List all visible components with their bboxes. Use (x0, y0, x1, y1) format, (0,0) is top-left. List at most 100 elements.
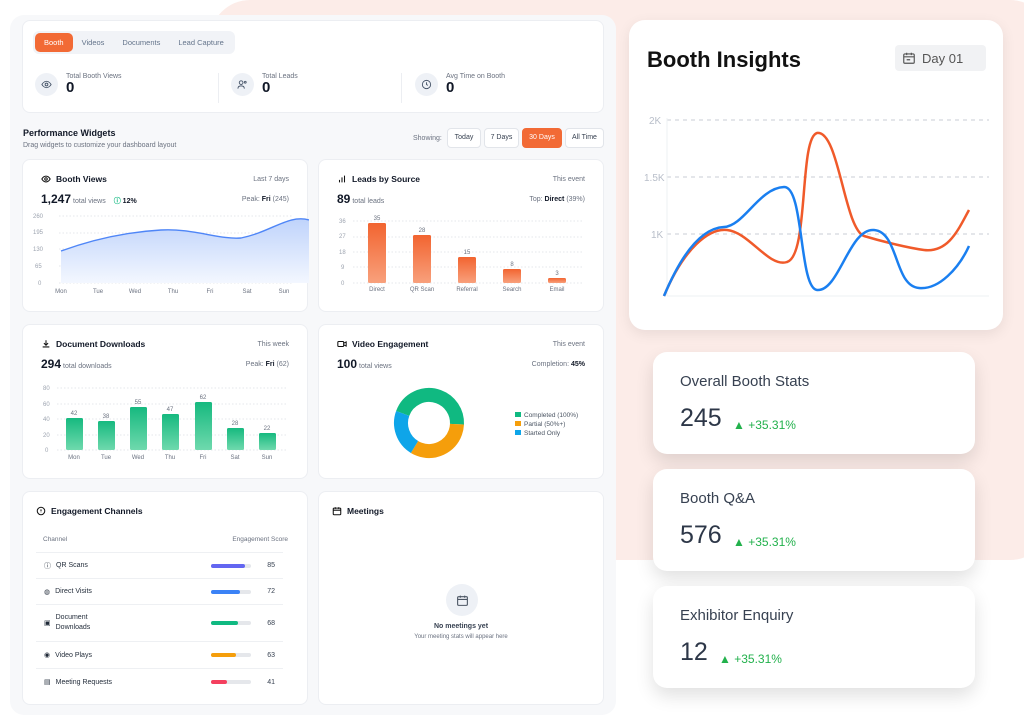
svg-text:1.5K: 1.5K (644, 173, 665, 184)
divider (218, 73, 219, 103)
svg-text:Email: Email (549, 287, 564, 293)
video-camera-icon (337, 340, 347, 348)
svg-text:Sun: Sun (262, 455, 273, 461)
svg-text:2K: 2K (649, 116, 662, 127)
leads-bar-chart: 36 27 18 9 0 35 28 15 8 3 Direct QR Scan Referral S… (339, 216, 582, 293)
legend-item: Completed (100%) (515, 411, 578, 420)
svg-text:0: 0 (38, 281, 42, 287)
leads-by-source-widget[interactable]: Leads by Source This event 89 total leads… (318, 159, 604, 312)
svg-text:Wed: Wed (132, 455, 144, 461)
calendar-icon (332, 507, 342, 516)
info-icon (36, 506, 46, 516)
svg-text:Thu: Thu (165, 455, 175, 461)
donut-legend: Completed (100%) Partial (50%+) Started … (515, 411, 578, 438)
calendar-icon (903, 52, 915, 64)
engagement-channels-widget[interactable]: Engagement Channels Channel Engagement Sc… (22, 491, 308, 705)
tab-videos[interactable]: Videos (81, 38, 105, 47)
svg-text:Tue: Tue (93, 289, 104, 295)
bar-chart-icon (338, 175, 346, 183)
widget-total: 1,247 total views ⓘ 12% (41, 192, 137, 206)
svg-text:18: 18 (339, 250, 346, 256)
showing-label: Showing: (413, 135, 442, 142)
svg-text:Sat: Sat (242, 289, 251, 295)
delta-badge: ▲ +35.31% (719, 652, 782, 666)
svg-text:20: 20 (43, 433, 50, 439)
table-row: ▤ Meeting Requests 41 (36, 668, 283, 695)
svg-text:Wed: Wed (129, 289, 141, 295)
svg-text:Mon: Mon (68, 455, 80, 461)
stat-value: 0 (446, 79, 455, 96)
widget-title: Engagement Channels (36, 506, 143, 516)
document-downloads-widget[interactable]: Document Downloads This week 294 total do… (22, 324, 308, 479)
range-7-days-button[interactable]: 7 Days (484, 128, 519, 148)
booth-insights-line-chart: 2K 1.5K 1K (644, 116, 989, 297)
download-icon (42, 340, 50, 348)
calendar-icon (446, 584, 478, 616)
card-title: Overall Booth Stats (680, 373, 810, 390)
stat-total-leads: Total Leads 0 (231, 73, 298, 96)
svg-text:60: 60 (43, 402, 50, 408)
widget-period: Last 7 days (253, 176, 289, 183)
stat-label: Total Booth Views (66, 73, 122, 80)
svg-text:Fri: Fri (207, 289, 214, 295)
svg-text:Direct: Direct (369, 287, 385, 293)
svg-text:Tue: Tue (101, 455, 112, 461)
video-engagement-widget[interactable]: Video Engagement This event 100 total vie… (318, 324, 604, 479)
range-all-time-button[interactable]: All Time (565, 128, 604, 148)
svg-text:Referral: Referral (456, 287, 477, 293)
svg-text:Sat: Sat (230, 455, 239, 461)
svg-text:35: 35 (374, 216, 381, 222)
widget-total: 294 total downloads (41, 357, 112, 371)
svg-text:Search: Search (502, 287, 521, 293)
change-badge: ⓘ 12% (113, 198, 137, 205)
eye-icon (35, 73, 58, 96)
range-today-button[interactable]: Today (447, 128, 481, 148)
meetings-widget[interactable]: Meetings No meetings yet Your meeting st… (318, 491, 604, 705)
clock-icon (415, 73, 438, 96)
dashboard-panel: Booth Videos Documents Lead Capture Tota… (10, 15, 616, 715)
card-value: 12 (680, 638, 708, 666)
svg-text:55: 55 (135, 400, 142, 406)
legend-item: Partial (50%+) (515, 420, 578, 429)
svg-text:Mon: Mon (55, 289, 67, 295)
table-header: Channel Engagement Score (43, 536, 288, 543)
svg-text:15: 15 (464, 250, 471, 256)
svg-text:80: 80 (43, 386, 50, 392)
card-title: Exhibitor Enquiry (680, 607, 794, 624)
empty-state-subtitle: Your meeting stats will appear here (414, 634, 508, 640)
booth-views-widget[interactable]: Booth Views Last 7 days 1,247 total views… (22, 159, 309, 312)
divider (401, 73, 402, 103)
summary-card-booth-qa: Booth Q&A 576 ▲ +35.31% (653, 469, 975, 571)
table-row: ◉ Video Plays 63 (36, 641, 283, 668)
svg-text:Sun: Sun (279, 289, 290, 295)
card-value: 245 (680, 404, 722, 432)
tab-documents[interactable]: Documents (122, 38, 161, 47)
widget-period: This week (257, 341, 289, 348)
widget-title: Leads by Source (337, 174, 420, 184)
stat-label: Avg Time on Booth (446, 73, 506, 80)
empty-state-title: No meetings yet (433, 623, 489, 630)
globe-icon: ◍ (44, 588, 51, 596)
svg-text:27: 27 (339, 234, 346, 240)
svg-text:QR Scan: QR Scan (410, 287, 434, 293)
day-selector[interactable]: Day 01 (895, 45, 986, 71)
svg-text:9: 9 (341, 265, 345, 271)
tab-booth[interactable]: Booth (35, 33, 73, 52)
widget-title: Video Engagement (337, 339, 428, 349)
widget-title: Booth Views (41, 174, 107, 184)
svg-text:Thu: Thu (168, 289, 178, 295)
video-donut-chart (394, 388, 464, 458)
svg-text:42: 42 (71, 411, 78, 417)
svg-text:1K: 1K (651, 230, 664, 241)
widget-total: 100 total views (337, 357, 392, 371)
section-subtitle: Drag widgets to customize your dashboard… (23, 142, 177, 149)
info-icon: ⓘ (44, 562, 51, 570)
stat-label: Total Leads (262, 73, 298, 80)
tab-lead-capture[interactable]: Lead Capture (178, 38, 224, 47)
range-30-days-button[interactable]: 30 Days (522, 128, 562, 148)
booth-views-area-chart: 260 195 130 65 0 Mon Tue Wed Thu Fri Sat Sun (33, 214, 309, 295)
widget-total: 89 total leads (337, 192, 385, 206)
svg-text:Fri: Fri (200, 455, 207, 461)
svg-text:28: 28 (419, 228, 426, 234)
widget-top-source: Top: Direct (39%) (529, 196, 585, 203)
